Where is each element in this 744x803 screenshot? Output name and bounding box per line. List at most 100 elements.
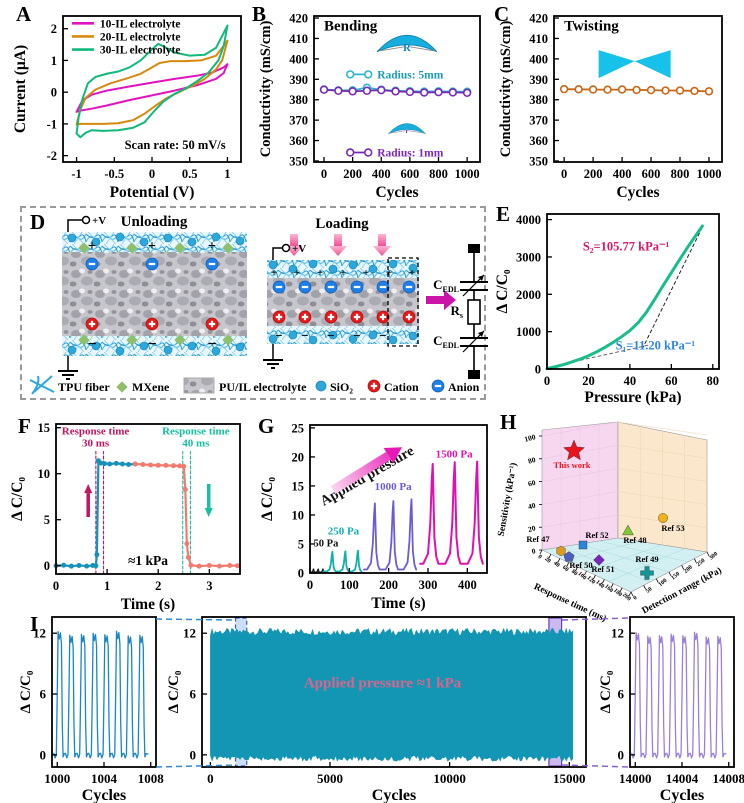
- svg-text:1000: 1000: [516, 325, 541, 339]
- svg-text:Δ C/C₀: Δ C/C₀: [18, 670, 34, 713]
- loading-label: Loading: [315, 216, 369, 232]
- svg-text:370: 370: [289, 114, 308, 128]
- svg-text:60: 60: [527, 478, 537, 489]
- svg-text:1000: 1000: [44, 771, 70, 786]
- svg-text:10: 10: [38, 467, 51, 481]
- svg-text:-1: -1: [47, 117, 57, 131]
- svg-text:TPU fiber: TPU fiber: [58, 380, 110, 394]
- svg-text:Radius: 5mm: Radius: 5mm: [377, 69, 444, 81]
- plus-charge: +: [88, 239, 96, 254]
- svg-text:1: 1: [51, 54, 57, 68]
- panel-i-zoom-left-chart: 1000 1004 1008 0 6 12 Cycles Δ C/C₀: [18, 616, 164, 803]
- svg-text:Time (s): Time (s): [121, 596, 175, 613]
- svg-text:60: 60: [561, 565, 569, 573]
- minus-charge: −: [87, 336, 96, 353]
- svg-text:3: 3: [206, 579, 212, 593]
- anion-icon: [431, 379, 445, 393]
- svg-text:2: 2: [51, 22, 57, 36]
- panel-label-c: C: [494, 2, 510, 26]
- svg-text:Ref 53: Ref 53: [661, 523, 684, 533]
- plus-charge: +: [208, 239, 216, 254]
- svg-text:5: 5: [298, 537, 304, 551]
- panel-label-i: I: [30, 612, 39, 636]
- svg-text:0: 0: [544, 374, 550, 388]
- svg-text:10-IL electrolyte: 10-IL electrolyte: [100, 18, 181, 30]
- svg-text:200: 200: [343, 167, 362, 181]
- svg-text:180: 180: [612, 588, 623, 598]
- svg-text:0: 0: [531, 546, 537, 556]
- minus-charge: −: [353, 328, 360, 343]
- svg-text:10: 10: [292, 508, 305, 522]
- svg-text:80: 80: [707, 374, 720, 388]
- svg-text:0: 0: [207, 771, 214, 786]
- svg-text:0: 0: [535, 363, 541, 377]
- svg-text:Bending: Bending: [324, 19, 378, 35]
- svg-text:14000: 14000: [619, 771, 652, 786]
- svg-text:200: 200: [621, 592, 632, 602]
- svg-text:R: R: [403, 43, 411, 54]
- svg-text:10000: 10000: [433, 771, 466, 786]
- panel-label-a: A: [16, 2, 32, 26]
- svg-text:420: 420: [529, 12, 548, 26]
- svg-text:25: 25: [292, 421, 305, 435]
- svg-text:300: 300: [708, 551, 719, 561]
- svg-text:600: 600: [642, 167, 661, 181]
- svg-text:Scan rate: 50 mV/s: Scan rate: 50 mV/s: [125, 138, 226, 152]
- plus-charge: +: [363, 267, 369, 279]
- svg-text:15: 15: [292, 479, 305, 493]
- cedl-bottom-label: CEDL: [433, 333, 459, 350]
- svg-text:200: 200: [584, 167, 603, 181]
- svg-text:Anion: Anion: [448, 380, 480, 394]
- svg-text:350: 350: [289, 154, 308, 168]
- svg-text:160: 160: [603, 584, 614, 594]
- svg-text:Radius: 1mm: Radius: 1mm: [377, 148, 444, 160]
- svg-text:0: 0: [618, 747, 625, 762]
- legend-item-cation: Cation: [367, 379, 419, 394]
- svg-text:20: 20: [543, 556, 551, 564]
- svg-text:Cycles: Cycles: [375, 184, 418, 201]
- svg-text:400: 400: [289, 52, 308, 66]
- svg-text:350: 350: [529, 154, 548, 168]
- svg-text:800: 800: [429, 167, 448, 181]
- svg-text:This work: This work: [553, 460, 590, 470]
- plus-charge: +: [317, 267, 323, 279]
- svg-text:6: 6: [190, 687, 197, 702]
- svg-text:410: 410: [289, 32, 308, 46]
- svg-text:250 Pa: 250 Pa: [328, 526, 360, 538]
- plus-v-label: +V: [92, 215, 106, 227]
- plus-charge: +: [148, 239, 156, 254]
- svg-text:Twisting: Twisting: [564, 19, 619, 35]
- svg-text:Conductivity (mS/cm): Conductivity (mS/cm): [498, 21, 514, 158]
- unloading-stack: Unloading +V + + + − − −: [58, 214, 247, 380]
- panel-i-durability-chart: 0 5000 10000 15000 0 6 12 Cycles Δ C/C₀ Applied p…: [166, 616, 587, 803]
- svg-text:400: 400: [458, 578, 477, 592]
- svg-text:Conductivity (mS/cm): Conductivity (mS/cm): [258, 21, 274, 158]
- svg-text:Potential (V): Potential (V): [110, 184, 195, 201]
- tpu-fiber-icon: [29, 375, 55, 395]
- svg-text:1500 Pa: 1500 Pa: [436, 449, 473, 461]
- cation-icon: [367, 379, 381, 393]
- svg-text:Sensitivity (kPa⁻¹): Sensitivity (kPa⁻¹): [496, 462, 520, 537]
- plus-charge: +: [386, 267, 392, 279]
- svg-text:≈1 kPa: ≈1 kPa: [128, 553, 168, 568]
- svg-text:-2: -2: [47, 149, 57, 163]
- svg-text:0: 0: [51, 86, 57, 100]
- svg-text:100: 100: [658, 578, 669, 588]
- svg-text:0: 0: [632, 595, 638, 602]
- svg-text:1: 1: [224, 167, 230, 181]
- svg-text:Ref 48: Ref 48: [623, 535, 646, 545]
- svg-text:0: 0: [40, 747, 47, 762]
- svg-text:Ref 47: Ref 47: [526, 534, 550, 544]
- mxene-icon: [116, 381, 128, 393]
- svg-text:100: 100: [340, 578, 359, 592]
- svg-text:2: 2: [155, 579, 161, 593]
- svg-text:40 ms: 40 ms: [182, 438, 210, 450]
- svg-text:Current (µA): Current (µA): [12, 45, 29, 133]
- legend-item-sio2: SiO₂: [315, 380, 353, 394]
- svg-text:Applied pressure ≈1 kPa: Applied pressure ≈1 kPa: [304, 676, 462, 692]
- svg-text:Δ C/C₀: Δ C/C₀: [9, 477, 26, 521]
- svg-text:0: 0: [298, 567, 304, 581]
- svg-text:390: 390: [529, 73, 548, 87]
- panel-e-sensitivity-chart: 0 20 40 60 80 0 1000 2000 3000 4000 Pressure (kPa)…: [494, 213, 720, 406]
